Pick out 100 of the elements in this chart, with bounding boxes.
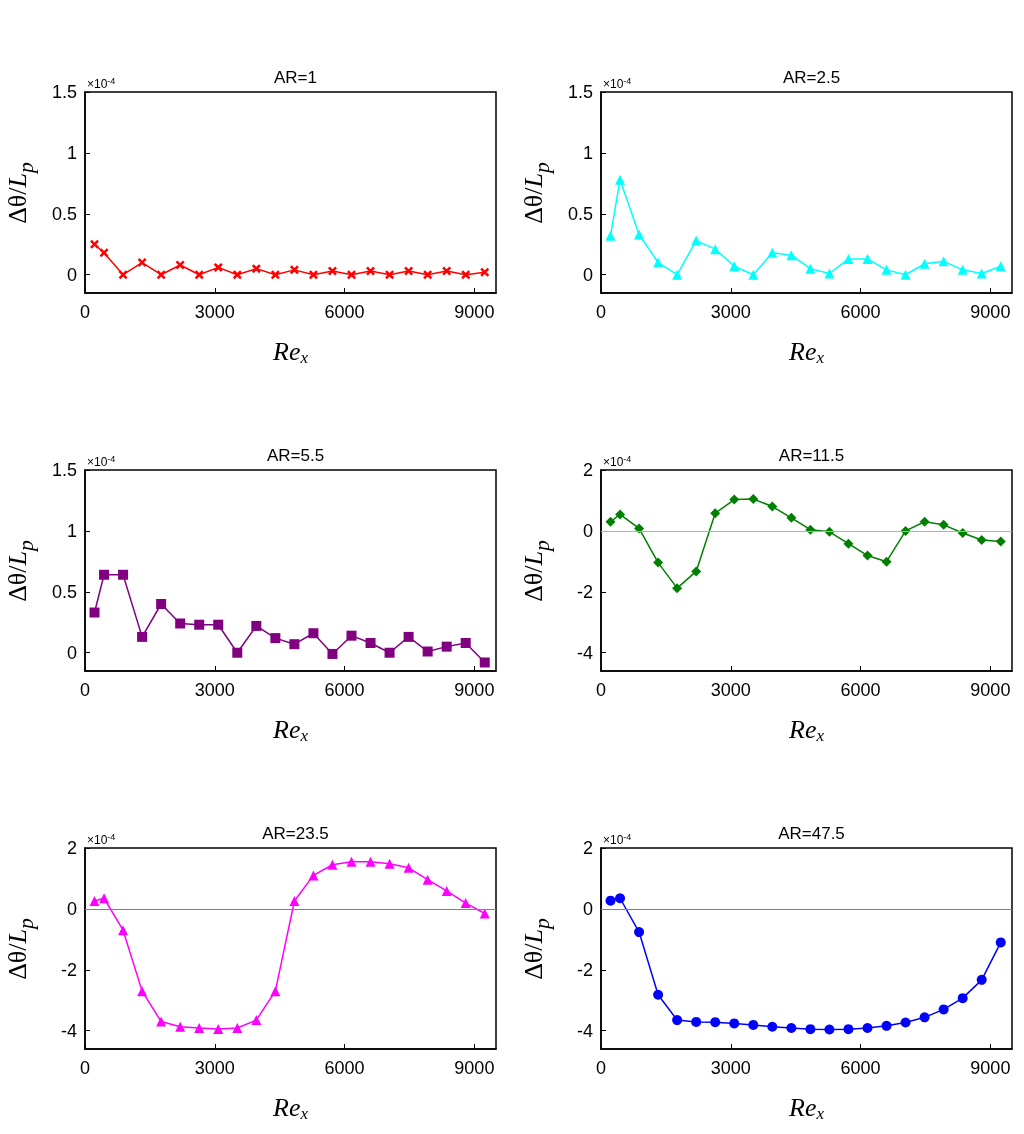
point (137, 986, 148, 997)
point (615, 174, 626, 185)
point (346, 630, 357, 641)
point (691, 235, 702, 246)
point (786, 1022, 797, 1033)
x-tick-label: 9000 (970, 302, 1011, 322)
point (995, 261, 1006, 272)
point (615, 893, 626, 904)
point (251, 264, 261, 274)
point (479, 657, 490, 668)
point (175, 618, 186, 629)
point (270, 270, 280, 280)
point (605, 230, 616, 241)
x-tick-label: 3000 (194, 1058, 235, 1078)
y-tick-label: -2 (576, 959, 593, 980)
point (156, 270, 166, 280)
point (232, 270, 242, 280)
point (89, 895, 100, 906)
point (672, 269, 683, 280)
point (995, 937, 1006, 948)
point (118, 270, 128, 280)
point (605, 516, 616, 527)
point (862, 253, 873, 264)
point (308, 628, 319, 639)
y-tick-label: 1 (582, 142, 593, 163)
x-tick-label: 3000 (194, 680, 235, 700)
point (881, 264, 892, 275)
point (729, 1018, 740, 1029)
point (423, 270, 433, 280)
y-tick-label: 0 (66, 642, 77, 663)
point (710, 244, 721, 255)
point (672, 583, 683, 594)
point (653, 257, 664, 268)
point (289, 639, 300, 650)
point (748, 269, 759, 280)
point (615, 509, 626, 520)
chart-title: AR=11.5 (778, 446, 845, 465)
x-tick-label: 6000 (840, 680, 881, 700)
point (194, 270, 204, 280)
point (99, 248, 109, 258)
point (691, 1016, 702, 1027)
point (900, 269, 911, 280)
x-tick-label: 6000 (324, 302, 365, 322)
y-tick-label: 2 (582, 460, 593, 480)
point (881, 1020, 892, 1031)
point (365, 637, 376, 648)
point (118, 569, 129, 580)
point (366, 266, 376, 276)
point (767, 501, 778, 512)
x-tick-label: 3000 (194, 302, 235, 322)
point (404, 266, 414, 276)
y-tick-label: 0 (582, 520, 593, 541)
x-tick-label: 0 (595, 302, 607, 322)
x-tick-label: 3000 (710, 1058, 751, 1078)
y-tick-label: 1.5 (51, 460, 77, 480)
point (805, 1024, 816, 1035)
point (156, 599, 167, 609)
y-tick-label: -4 (576, 1020, 593, 1041)
point (748, 1019, 759, 1030)
y-tick-label: 1.5 (567, 82, 593, 102)
point (634, 523, 645, 534)
point (99, 569, 110, 580)
x-tick-label: 3000 (710, 302, 751, 322)
point (289, 265, 299, 275)
point (422, 874, 433, 885)
point (605, 895, 616, 906)
point (957, 264, 968, 275)
point (347, 270, 356, 280)
x-tick-label: 9000 (454, 1058, 495, 1078)
chart-title: AR=1 (274, 68, 317, 87)
point (461, 270, 471, 280)
y-tick-label: 0 (582, 264, 593, 285)
point (843, 1024, 854, 1035)
y-tick-label: -2 (60, 959, 77, 980)
point (653, 989, 664, 1000)
point (213, 1023, 224, 1034)
point (422, 646, 433, 657)
point (919, 516, 930, 527)
point (327, 859, 338, 870)
point (251, 620, 262, 631)
point (824, 268, 835, 279)
x-tick-label: 0 (79, 680, 91, 700)
point (786, 512, 797, 523)
y-tick-label: 0 (582, 898, 593, 919)
point (480, 267, 490, 277)
point (90, 239, 100, 249)
point (175, 1021, 186, 1032)
point (213, 619, 224, 630)
point (976, 974, 987, 985)
point (251, 1015, 262, 1026)
point (691, 566, 702, 577)
point (805, 263, 816, 274)
x-tick-label: 9000 (970, 1058, 1011, 1078)
point (308, 270, 318, 280)
x-tick-label: 9000 (454, 680, 495, 700)
x-tick-label: 9000 (970, 680, 1011, 700)
point (441, 885, 452, 896)
point (270, 633, 281, 644)
point (289, 895, 300, 906)
point (137, 631, 148, 642)
